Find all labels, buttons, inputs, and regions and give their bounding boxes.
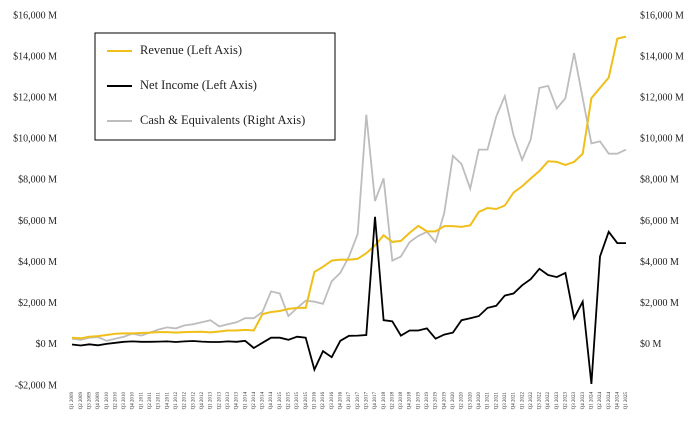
x-tick-label: Q3 2009 [87,392,92,410]
x-tick-label: Q2 2023 [564,392,569,410]
y-tick-label: $2,000 M [18,298,57,309]
x-tick-label: Q4 2021 [512,392,517,410]
x-tick-label: Q4 2019 [442,392,447,410]
y-tick-label: $12,000 M [13,93,57,104]
legend-label: Cash & Equivalents (Right Axis) [140,113,305,127]
x-tick-label: Q2 2021 [494,392,499,410]
x-tick-label: Q3 2010 [122,392,127,410]
y-tick-label: $16,000 M [13,10,57,21]
x-tick-label: Q2 2020 [460,392,465,410]
legend-label: Revenue (Left Axis) [140,43,242,57]
x-tick-label: Q4 2012 [200,392,205,410]
x-tick-label: Q2 2017 [356,392,361,410]
legend-box [94,32,336,141]
y2-tick-label: $14,000 M [640,51,684,62]
y2-tick-label: $12,000 M [640,93,684,104]
x-tick-label: Q3 2018 [399,392,404,410]
y-tick-label: $4,000 M [18,257,57,268]
x-tick-label: Q4 2020 [477,392,482,410]
x-tick-label: Q1 2012 [174,392,179,410]
x-tick-label: Q4 2014 [269,392,274,410]
x-tick-label: Q1 2011 [139,392,144,410]
x-tick-label: Q2 2019 [425,392,430,410]
y2-tick-label: $16,000 M [640,10,684,21]
y2-tick-label: $10,000 M [640,134,684,145]
y2-tick-label: $2,000 M [640,298,679,309]
x-tick-label: Q4 2010 [131,392,136,410]
x-tick-label: Q4 2009 [96,392,101,410]
x-tick-label: Q4 2023 [581,392,586,410]
x-tick-label: Q2 2011 [148,392,153,410]
x-tick-label: Q3 2013 [226,392,231,410]
series-line [71,35,627,340]
x-tick-label: Q3 2014 [261,392,266,410]
x-tick-label: Q1 2009 [70,392,75,410]
x-tick-label: Q4 2013 [235,392,240,410]
x-tick-label: Q4 2015 [304,392,309,410]
x-tick-label: Q3 2019 [434,392,439,410]
y-tick-label: $8,000 M [18,175,57,186]
x-tick-label: Q1 2010 [105,392,110,410]
x-tick-label: Q2 2016 [321,392,326,410]
x-tick-label: Q1 2020 [451,392,456,410]
y-tick-label: $6,000 M [18,216,57,227]
x-tick-label: Q3 2023 [572,392,577,410]
x-tick-label: Q1 2015 [278,392,283,410]
x-tick-label: Q1 2014 [243,392,248,410]
x-tick-label: Q4 2016 [338,392,343,410]
x-tick-label: Q1 2023 [555,392,560,410]
x-tick-label: Q2 2010 [113,392,118,410]
series-line [71,52,627,342]
x-tick-label: Q3 2020 [468,392,473,410]
series-line [71,216,626,384]
x-tick-label: Q1 2021 [486,392,491,410]
x-tick-label: Q4 2018 [408,392,413,410]
y2-tick-label: $4,000 M [640,257,679,268]
x-tick-label: Q2 2014 [252,392,257,410]
x-tick-label: Q2 2022 [529,392,534,410]
x-tick-label: Q4 2022 [546,392,551,410]
y-tick-label: $0 M [36,339,58,350]
x-tick-label: Q2 2012 [183,392,188,410]
x-tick-label: Q3 2015 [295,392,300,410]
x-tick-label: Q1 2024 [590,392,595,410]
y2-tick-label: $6,000 M [640,216,679,227]
x-tick-label: Q3 2024 [607,392,612,410]
x-tick-label: Q4 2024 [615,392,620,410]
y-tick-label: -$2,000 M [15,380,57,391]
x-tick-label: Q2 2024 [598,392,603,410]
x-tick-label: Q1 2019 [416,392,421,410]
x-tick-label: Q3 2021 [503,392,508,410]
x-tick-label: Q2 2018 [390,392,395,410]
x-tick-label: Q3 2011 [157,392,162,410]
x-tick-label: Q1 2022 [520,392,525,410]
x-tick-label: Q4 2011 [165,392,170,410]
x-tick-label: Q1 2013 [209,392,214,410]
x-tick-label: Q3 2017 [364,392,369,410]
x-tick-label: Q3 2012 [191,392,196,410]
x-tick-label: Q1 2017 [347,392,352,410]
x-tick-label: Q4 2017 [373,392,378,410]
y2-tick-label: $8,000 M [640,175,679,186]
x-tick-label: Q3 2022 [538,392,543,410]
x-tick-label: Q2 2015 [287,392,292,410]
y2-tick-label: $0 M [640,339,662,350]
y-tick-label: $14,000 M [13,51,57,62]
x-tick-label: Q1 2018 [382,392,387,410]
x-tick-label: Q1 2025 [624,392,629,410]
x-tick-label: Q3 2016 [330,392,335,410]
y-tick-label: $10,000 M [13,134,57,145]
legend-label: Net Income (Left Axis) [140,78,257,92]
x-tick-label: Q2 2009 [79,392,84,410]
x-tick-label: Q1 2016 [313,392,318,410]
x-tick-label: Q2 2013 [217,392,222,410]
